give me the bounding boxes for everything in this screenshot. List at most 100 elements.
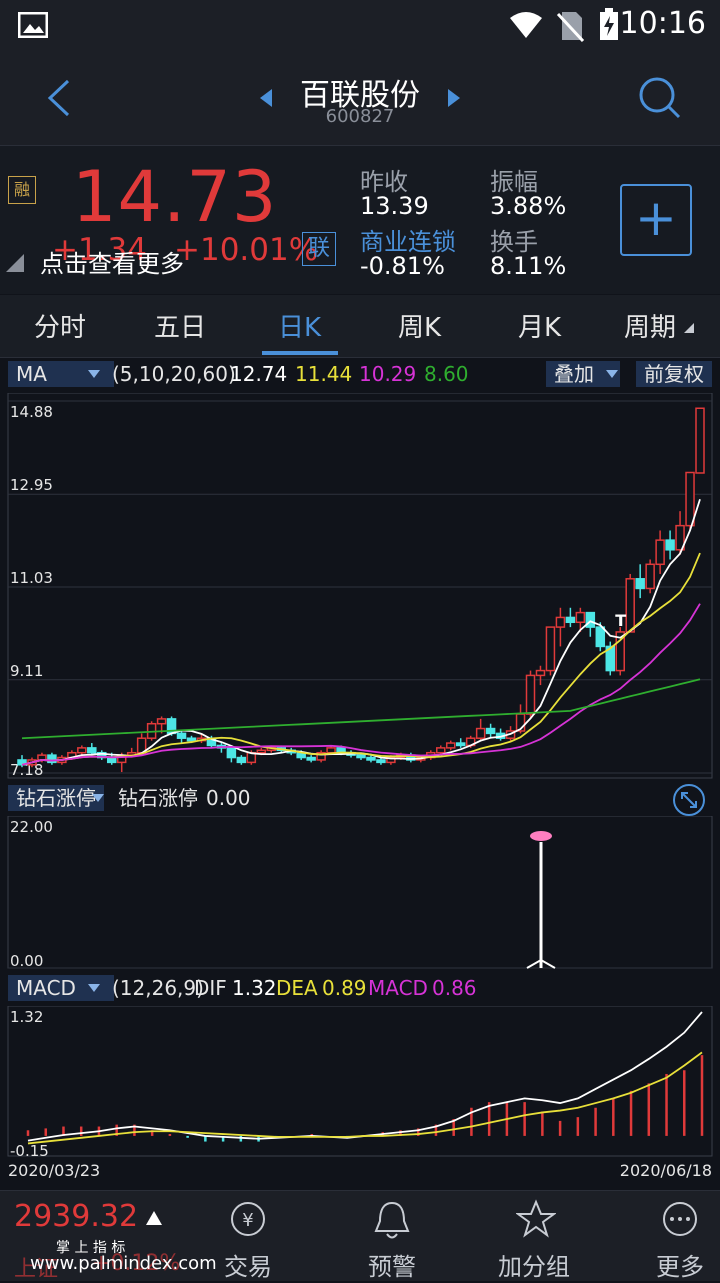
candle-body [226, 747, 237, 759]
macd-frame [7, 1006, 713, 1157]
bell-icon[interactable] [372, 1199, 412, 1241]
index-value[interactable]: 2939.32 [14, 1199, 139, 1234]
dea-label: DEA [276, 976, 318, 1000]
nav-add-group[interactable]: 加分组 [498, 1253, 570, 1281]
adjust-select[interactable]: 前复权 [636, 361, 712, 387]
candle-body [366, 756, 376, 761]
overlay-select[interactable]: 叠加 [546, 361, 620, 387]
candle-body [665, 539, 675, 551]
wifi-icon [510, 12, 542, 38]
star-icon[interactable] [516, 1199, 556, 1239]
zs-y-top: 22.00 [10, 818, 53, 836]
period-dropdown-icon[interactable] [684, 323, 694, 333]
period-tabs: 分时 五日 日K 周K 月K 周期 [0, 295, 720, 358]
margin-badge: 融 [8, 176, 36, 204]
macd-y-top: 1.32 [10, 1008, 43, 1026]
candle-body [525, 674, 536, 715]
ma20-value: 10.29 [359, 362, 417, 386]
date-end: 2020/06/18 [620, 1161, 712, 1180]
overlay-label: 叠加 [554, 362, 594, 386]
candle-body [316, 751, 326, 761]
kline-y-tick-label: 14.88 [10, 403, 53, 421]
tab-monthly-k[interactable]: 月K [518, 313, 562, 343]
ma-indicator-bar: MA (5,10,20,60) 12.74 11.44 10.29 8.60 叠… [0, 359, 720, 393]
nav-alert[interactable]: 预警 [368, 1253, 416, 1281]
ma60-line [21, 678, 701, 740]
tab-intraday[interactable]: 分时 [34, 313, 87, 343]
kline-y-tick-label: 12.95 [10, 476, 53, 494]
prev-stock-icon[interactable] [258, 88, 274, 108]
t-marker: T [615, 611, 626, 630]
kline-frame [7, 393, 713, 779]
tab-five-day[interactable]: 五日 [154, 313, 207, 343]
zs-indicator-bar: 钻石涨停 钻石涨停 0.00 [0, 782, 720, 816]
candle-body [386, 756, 396, 764]
add-watchlist-button[interactable]: + [620, 184, 692, 256]
corner-triangle-icon [6, 254, 24, 272]
zs-y-bottom: 0.00 [10, 952, 43, 970]
dif-value: 1.32 [232, 976, 277, 1000]
candle-body [436, 747, 446, 754]
candle-body [655, 539, 665, 566]
no-sim-icon [556, 12, 584, 42]
expand-icon[interactable] [672, 783, 706, 817]
last-price: 14.73 [72, 156, 278, 238]
candle-body [645, 563, 655, 590]
candle-body [695, 407, 705, 474]
ma-params: (5,10,20,60) [112, 362, 236, 386]
status-bar: 10:16 [0, 0, 720, 50]
macd-params: (12,26,9) [112, 976, 204, 1000]
tab-daily-k[interactable]: 日K [278, 313, 322, 343]
candle-body [77, 747, 87, 754]
zs-value: 0.00 [206, 786, 251, 810]
sector-label[interactable]: 商业连锁 [360, 228, 456, 256]
chevron-down-icon [88, 370, 100, 378]
zs-spike-base [526, 958, 556, 969]
index-pct: +0.12% [92, 1251, 181, 1276]
candle-body [475, 727, 486, 739]
prev-close-label: 昨收 [360, 168, 408, 196]
nav-more[interactable]: 更多 [656, 1253, 704, 1281]
macd-label: MACD [368, 976, 428, 1000]
next-stock-icon[interactable] [446, 88, 462, 108]
image-icon [18, 12, 48, 38]
search-icon[interactable] [638, 76, 682, 120]
turnover-value: 8.11% [490, 252, 567, 280]
candle-body [565, 616, 576, 624]
kline-y-tick-label: 9.11 [10, 662, 43, 680]
price-change-pct: +10.01% [174, 232, 319, 268]
page-title: 百联股份 [300, 78, 420, 113]
candle-body [625, 578, 635, 633]
price-change: +1.34 [52, 232, 147, 268]
nav-trade[interactable]: 交易 [224, 1253, 272, 1281]
zs-chart[interactable]: 22.00 0.00 [0, 816, 720, 970]
date-start: 2020/03/23 [8, 1161, 100, 1180]
candle-body [236, 756, 247, 764]
candle-body [106, 756, 117, 764]
candle-body [595, 626, 606, 648]
active-tab-indicator [262, 351, 338, 355]
zs-indicator-select[interactable]: 钻石涨停 [8, 785, 104, 811]
tab-period[interactable]: 周期 [624, 313, 677, 343]
more-icon[interactable] [660, 1199, 700, 1239]
amplitude-label: 振幅 [490, 168, 538, 196]
zs-indicator-label: 钻石涨停 [16, 786, 96, 810]
zs-diamond-marker [530, 831, 552, 841]
zs-name: 钻石涨停 [118, 786, 198, 810]
related-badge[interactable]: 联 [302, 232, 336, 266]
back-icon[interactable] [44, 78, 74, 118]
tab-weekly-k[interactable]: 周K [398, 313, 442, 343]
more-details-link[interactable]: 点击查看更多 [40, 250, 184, 278]
candle-body [376, 759, 386, 764]
quote-panel: 融 14.73 +1.34 +10.01% 联 点击查看更多 昨收 13.39 … [0, 146, 720, 294]
dif-label: DIF [194, 976, 227, 1000]
status-time: 10:16 [619, 6, 706, 41]
candle-body [635, 578, 645, 590]
trade-icon[interactable]: ¥ [228, 1199, 268, 1239]
candle-body [585, 611, 596, 628]
watermark: www.palmindex.com [30, 1253, 217, 1274]
dea-value: 0.89 [322, 976, 367, 1000]
candle-body [176, 732, 187, 739]
